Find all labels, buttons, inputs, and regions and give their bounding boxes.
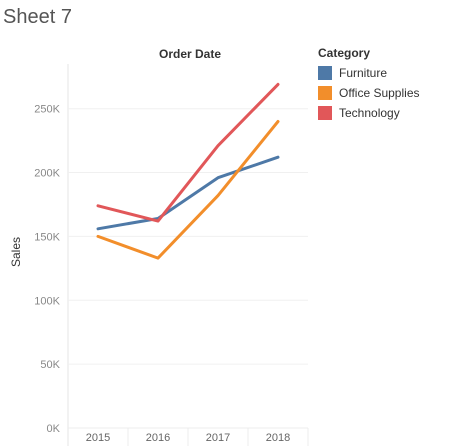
- y-tick-label: 100K: [34, 295, 60, 307]
- y-tick-label: 0K: [47, 423, 61, 435]
- legend-swatch: [318, 106, 332, 120]
- x-tick-label: 2015: [86, 432, 110, 444]
- legend: Category Furniture Office Supplies Technol…: [318, 46, 420, 123]
- x-tick-label: 2016: [146, 432, 170, 444]
- chart-title: Order Date: [159, 47, 221, 61]
- series-line-office-supplies: [96, 120, 280, 260]
- legend-swatch: [318, 86, 332, 100]
- y-tick-label: 50K: [40, 359, 60, 371]
- x-tick-label: 2018: [266, 432, 290, 444]
- sheet-title: Sheet 7: [3, 6, 72, 28]
- legend-item[interactable]: Furniture: [318, 63, 420, 83]
- y-axis-label: Sales: [9, 237, 23, 267]
- legend-swatch: [318, 66, 332, 80]
- series-line-furniture: [96, 155, 280, 231]
- y-tick-label: 200K: [34, 168, 60, 180]
- legend-label: Furniture: [339, 66, 388, 80]
- legend-label: Office Supplies: [339, 86, 420, 100]
- legend-item[interactable]: Technology: [318, 103, 420, 123]
- legend-title: Category: [318, 46, 371, 60]
- y-tick-label: 150K: [34, 231, 60, 243]
- legend-item[interactable]: Office Supplies: [318, 83, 420, 103]
- x-tick-label: 2017: [206, 432, 230, 444]
- y-tick-label: 250K: [34, 104, 60, 116]
- legend-label: Technology: [339, 106, 400, 120]
- series-line-technology: [96, 82, 280, 223]
- legend-items: Furniture Office Supplies Technology: [318, 63, 420, 123]
